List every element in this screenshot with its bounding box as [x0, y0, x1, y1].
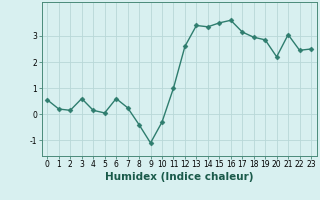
- X-axis label: Humidex (Indice chaleur): Humidex (Indice chaleur): [105, 172, 253, 182]
